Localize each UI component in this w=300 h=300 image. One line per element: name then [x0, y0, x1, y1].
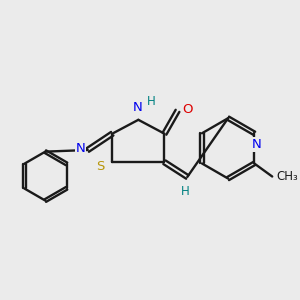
Text: N: N — [133, 101, 142, 114]
Text: S: S — [96, 160, 104, 173]
Text: CH₃: CH₃ — [276, 170, 298, 183]
Text: H: H — [146, 95, 155, 108]
Text: O: O — [182, 103, 193, 116]
Text: N: N — [252, 138, 262, 151]
Text: H: H — [181, 185, 189, 198]
Text: N: N — [76, 142, 85, 155]
